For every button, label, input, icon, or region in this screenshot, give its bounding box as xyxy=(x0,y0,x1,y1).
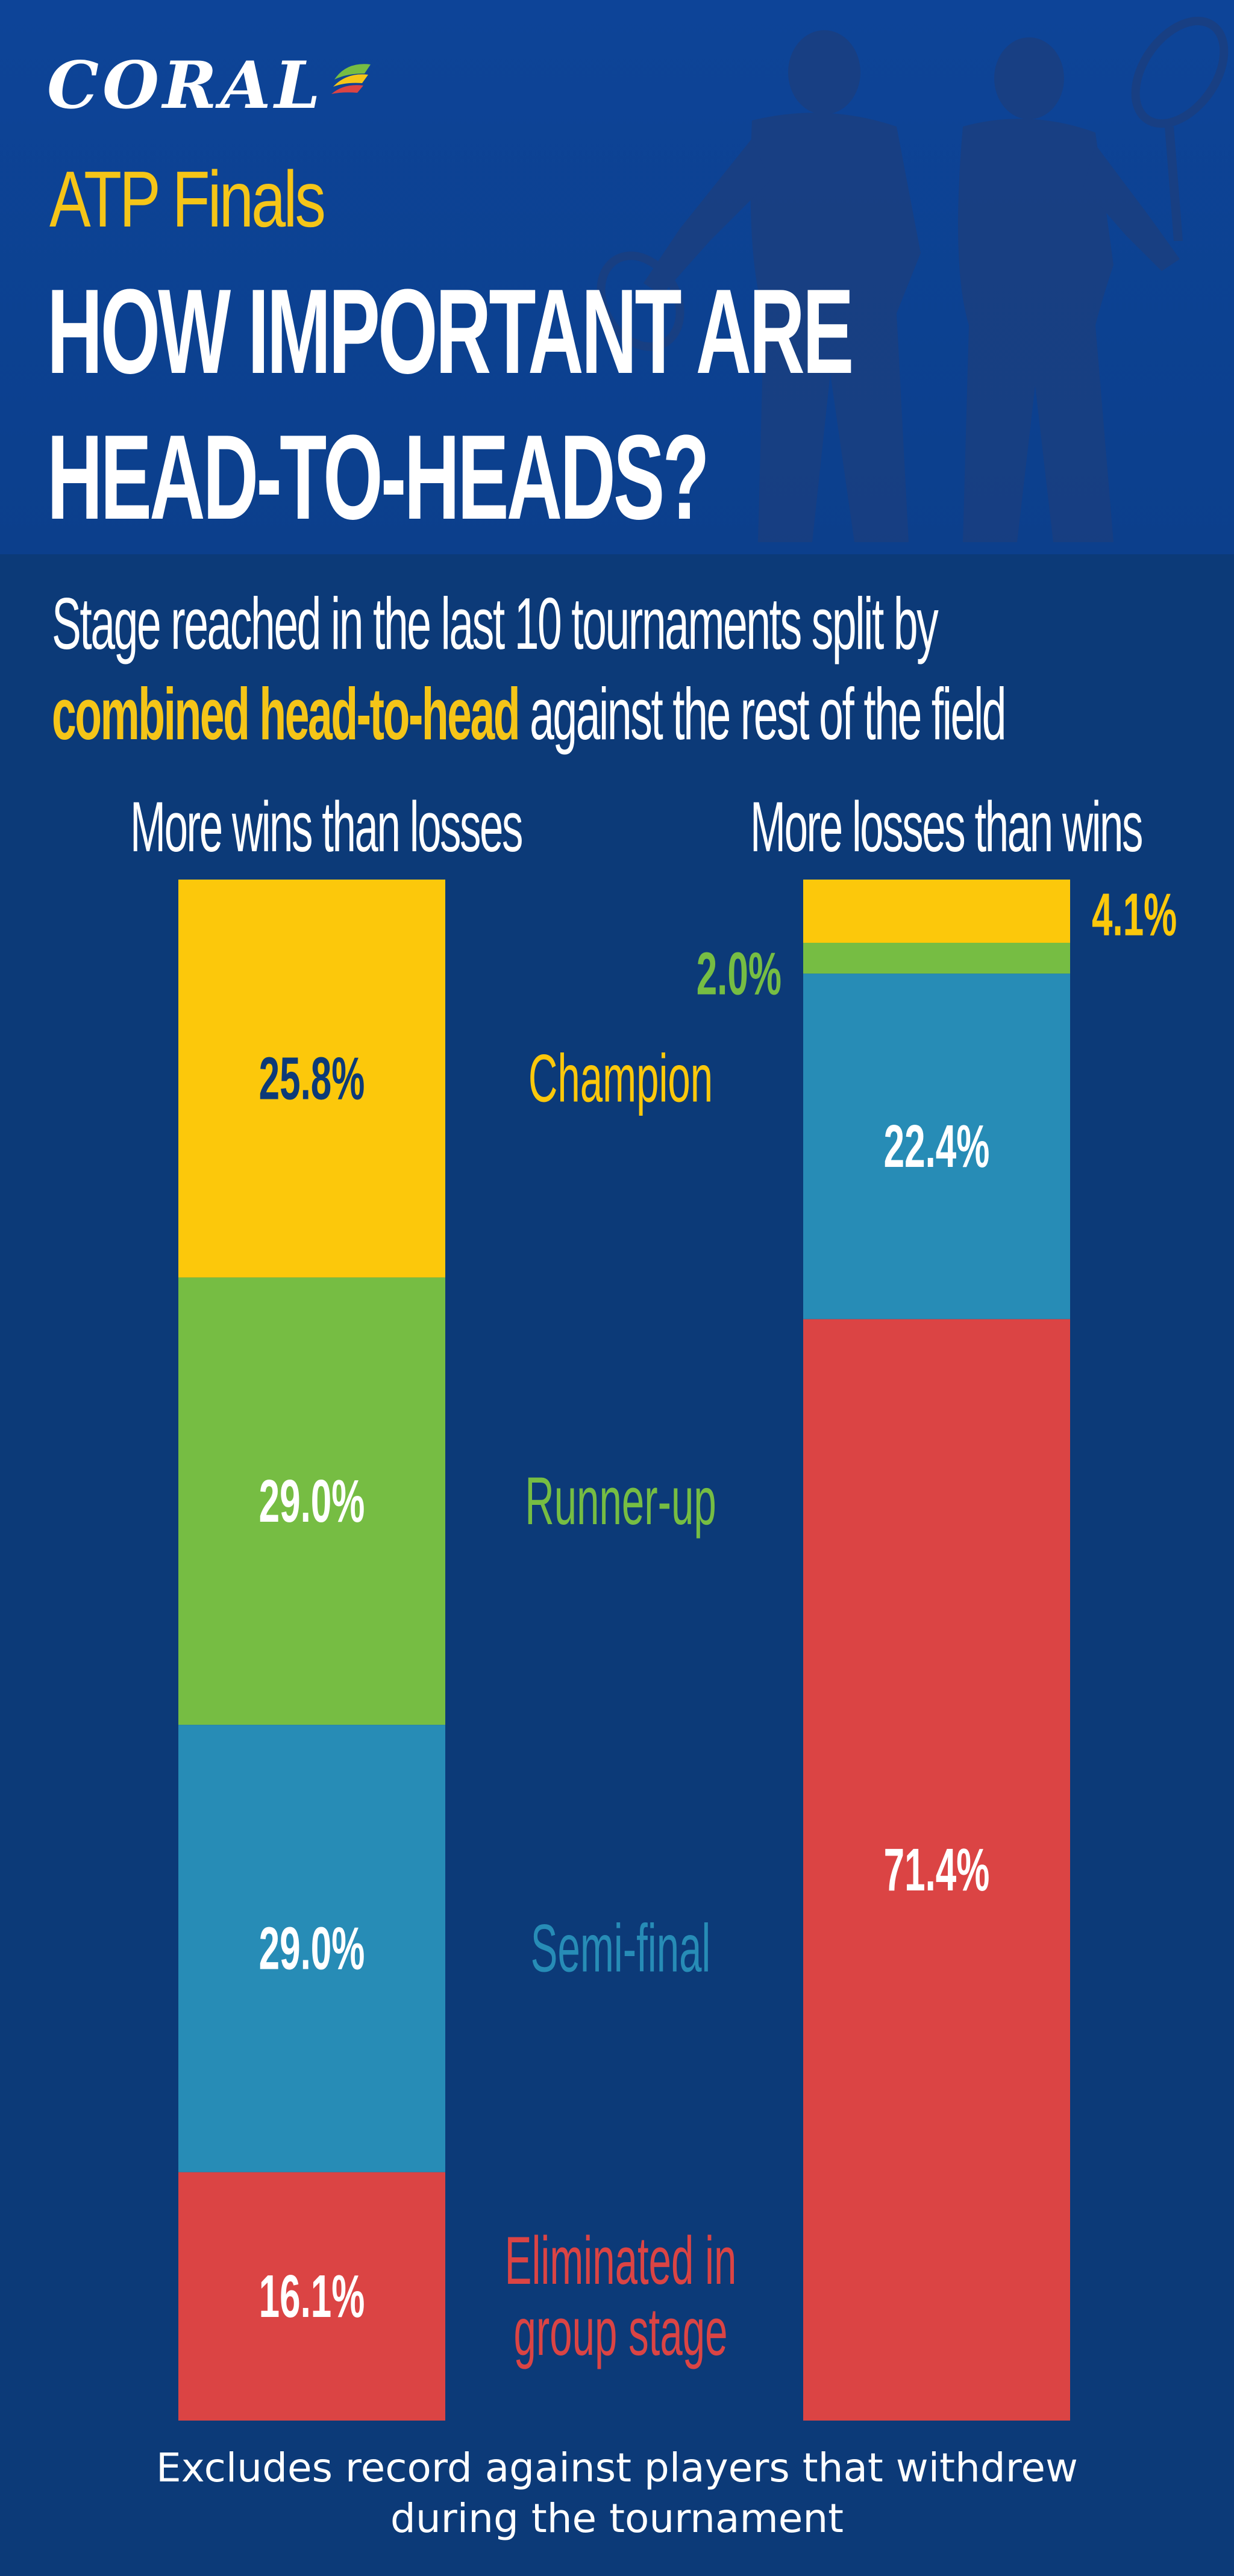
bar-segment-runner-up-more-losses xyxy=(803,942,1070,974)
footnote-line-2: during the tournament xyxy=(390,2495,844,2542)
description-rest: against the rest of the field xyxy=(519,673,1006,755)
tennis-players-silhouette xyxy=(597,16,1229,543)
column-label-more-wins: More wins than losses xyxy=(130,787,523,867)
title-line-1: HOW IMPORTANT ARE xyxy=(47,264,854,399)
footnote: Excludes record against players that wit… xyxy=(0,2443,1234,2544)
legend-label-eliminated-in-group-stage: group stage xyxy=(514,2293,728,2369)
legend-label-semi-final: Semi-final xyxy=(531,1910,711,1986)
data-label: 25.8% xyxy=(259,1045,365,1112)
page-title: HOW IMPORTANT ARE HEAD-TO-HEADS? xyxy=(47,259,854,551)
description-line-2: combined head-to-head against the rest o… xyxy=(52,669,1007,759)
bar-segment-semi-final-more-losses xyxy=(803,974,1070,1319)
bar-segment-runner-up-more-wins xyxy=(178,1277,445,1725)
bar-segment-champion-more-losses xyxy=(803,880,1070,943)
legend-label-eliminated-in-group-stage: Eliminated in xyxy=(505,2222,737,2298)
data-label: 2.0% xyxy=(697,940,781,1007)
data-label: 16.1% xyxy=(259,2263,365,2330)
event-subtitle: ATP Finals xyxy=(49,155,326,243)
bar-segment-eliminated-in-group-stage-more-losses xyxy=(803,1319,1070,2421)
description-highlight: combined head-to-head xyxy=(52,673,521,755)
coral-flag-icon xyxy=(331,64,371,94)
data-label: 4.1% xyxy=(1092,881,1177,948)
bar-segment-eliminated-in-group-stage-more-wins xyxy=(178,2172,445,2421)
legend-label-champion: Champion xyxy=(528,1040,713,1116)
data-label: 29.0% xyxy=(259,1468,365,1535)
bar-segment-champion-more-wins xyxy=(178,880,445,1278)
data-label: 29.0% xyxy=(259,1915,365,1982)
chart-description: Stage reached in the last 10 tournaments… xyxy=(52,578,1007,759)
footnote-line-1: Excludes record against players that wit… xyxy=(156,2445,1078,2491)
bar-segment-semi-final-more-wins xyxy=(178,1725,445,2172)
coral-logo: CORAL xyxy=(47,48,324,123)
header-banner: CORAL ATP Finals HOW IMPORTANT ARE HEAD-… xyxy=(0,0,1234,554)
title-line-2: HEAD-TO-HEADS? xyxy=(47,410,710,545)
legend-label-runner-up: Runner-up xyxy=(525,1463,716,1539)
data-label: 22.4% xyxy=(884,1113,990,1180)
data-label: 71.4% xyxy=(884,1836,990,1904)
description-line-1: Stage reached in the last 10 tournaments… xyxy=(52,583,939,664)
column-label-more-losses: More losses than wins xyxy=(750,787,1143,867)
